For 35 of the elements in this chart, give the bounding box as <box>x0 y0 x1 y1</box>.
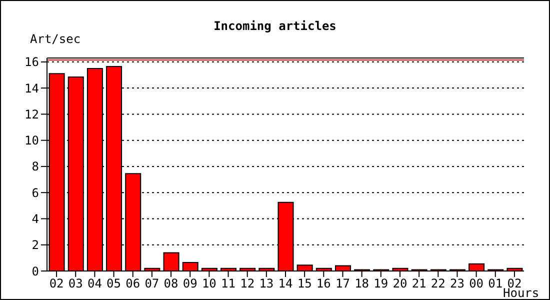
chart-title: Incoming articles <box>212 19 338 33</box>
x-tick-label: 04 <box>87 276 102 291</box>
x-tick-label: 22 <box>430 276 446 291</box>
x-tick-label: 09 <box>182 276 198 291</box>
x-tick-label: 23 <box>450 276 464 291</box>
x-tick-label: 16 <box>316 276 331 291</box>
x-tick-label: 12 <box>240 276 255 291</box>
x-tick-label: 18 <box>354 276 370 291</box>
x-tick-label: 19 <box>374 276 388 291</box>
x-tick-label: 02 <box>49 276 64 291</box>
x-tick-label: 03 <box>68 276 83 291</box>
x-tick-label: 05 <box>106 276 122 291</box>
x-tick-label: 08 <box>164 276 178 291</box>
x-tick-label: 06 <box>126 276 140 291</box>
x-tick-label: 00 <box>469 276 484 291</box>
x-tick-label: 21 <box>412 276 426 291</box>
y-tick-label: 0 <box>32 264 39 278</box>
y-axis-title: Art/sec <box>30 32 81 46</box>
y-tick-label: 12 <box>24 107 39 122</box>
y-tick-label: 2 <box>32 238 39 252</box>
x-tick-label: 17 <box>336 276 350 291</box>
x-tick-label: 01 <box>488 276 503 291</box>
x-tick-label: 20 <box>392 276 408 291</box>
y-tick-label: 14 <box>24 81 39 96</box>
y-tick-label: 10 <box>24 134 39 148</box>
x-tick-label: 15 <box>297 276 312 291</box>
x-tick-label: 10 <box>202 276 216 291</box>
x-tick-label: 13 <box>259 276 274 291</box>
y-tick-label: 16 <box>24 55 39 70</box>
y-tick-label: 8 <box>32 160 39 174</box>
y-tick-label: 6 <box>32 186 39 200</box>
x-tick-label: 11 <box>221 276 236 291</box>
y-tick-label: 4 <box>32 212 39 226</box>
x-tick-label: 07 <box>144 276 160 291</box>
x-tick-label: 14 <box>278 276 293 291</box>
